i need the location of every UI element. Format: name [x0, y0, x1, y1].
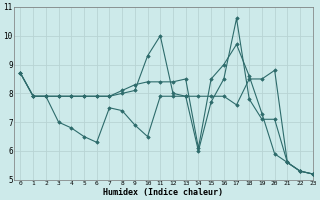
- X-axis label: Humidex (Indice chaleur): Humidex (Indice chaleur): [103, 188, 223, 197]
